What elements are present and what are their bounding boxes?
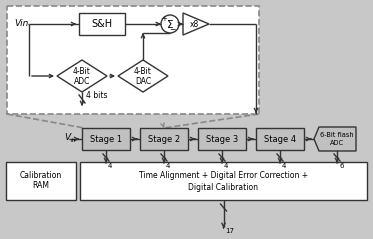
Text: RAM: RAM: [32, 181, 50, 190]
Text: Time Alignment + Digital Error Correction +: Time Alignment + Digital Error Correctio…: [139, 170, 308, 179]
Text: 4: 4: [224, 163, 228, 169]
Text: ADC: ADC: [74, 76, 90, 86]
Text: −: −: [169, 26, 175, 34]
Text: DAC: DAC: [135, 76, 151, 86]
Bar: [80, 162, 367, 200]
Text: Stage 2: Stage 2: [148, 135, 180, 143]
Polygon shape: [57, 60, 107, 92]
Text: Stage 4: Stage 4: [264, 135, 296, 143]
Text: Stage 3: Stage 3: [206, 135, 238, 143]
Text: 4: 4: [166, 163, 170, 169]
Text: +: +: [161, 16, 167, 22]
Bar: [7, 6, 259, 114]
Text: ADC: ADC: [330, 140, 344, 146]
Text: 4 bits: 4 bits: [86, 92, 107, 101]
Bar: [79, 13, 125, 35]
Bar: [140, 128, 188, 150]
Text: 6-Bit flash: 6-Bit flash: [320, 132, 354, 138]
Bar: [6, 162, 76, 200]
Polygon shape: [118, 60, 168, 92]
Text: 4-Bit: 4-Bit: [73, 67, 91, 76]
Text: 4-Bit: 4-Bit: [134, 67, 152, 76]
Text: Vin: Vin: [14, 18, 28, 27]
Text: Digital Calibration: Digital Calibration: [188, 183, 258, 191]
Text: 4: 4: [108, 163, 112, 169]
Bar: [256, 128, 304, 150]
Polygon shape: [314, 127, 356, 151]
Bar: [82, 128, 130, 150]
Polygon shape: [183, 13, 209, 35]
Text: Σ: Σ: [167, 20, 173, 29]
Circle shape: [161, 15, 179, 33]
Text: S&H: S&H: [91, 19, 113, 29]
Text: Calibration: Calibration: [20, 172, 62, 180]
Text: 6: 6: [339, 163, 344, 169]
Bar: [198, 128, 246, 150]
Text: in: in: [70, 137, 76, 142]
Text: 4: 4: [282, 163, 286, 169]
Text: x8: x8: [189, 20, 199, 29]
Text: 17: 17: [226, 228, 235, 234]
Text: Stage 1: Stage 1: [90, 135, 122, 143]
Text: V: V: [64, 134, 70, 142]
